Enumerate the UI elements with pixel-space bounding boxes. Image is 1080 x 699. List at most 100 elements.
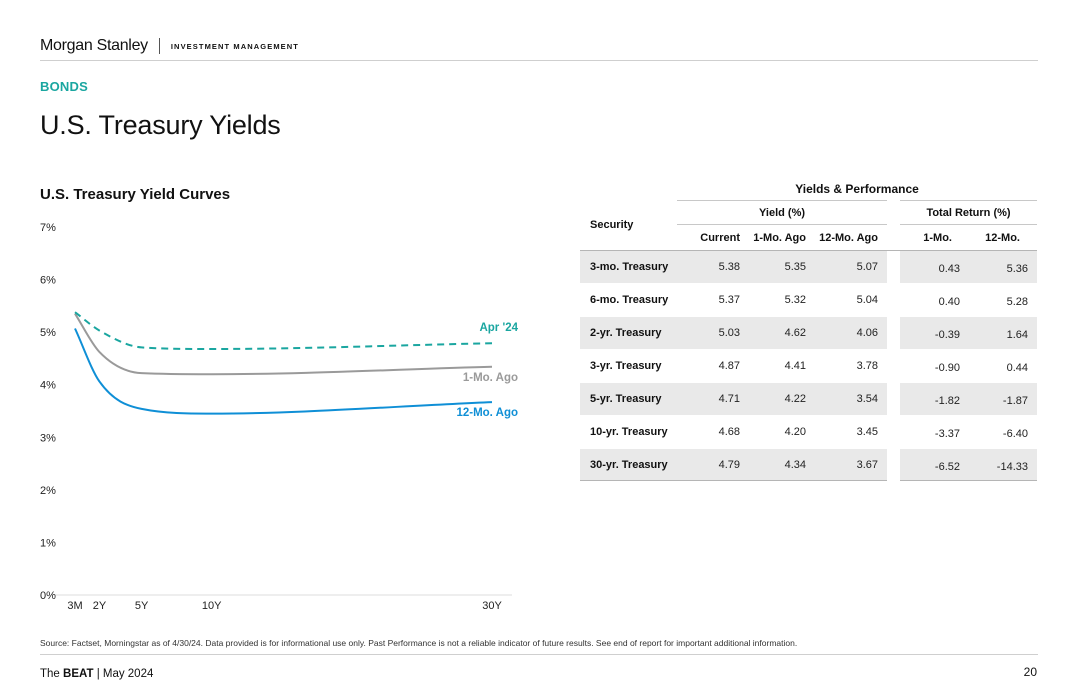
cell-ret-1mo: -6.52 [934,461,960,473]
yield-curve-chart: 0% 1% 2% 3% 4% 5% 6% 7% 3M 2Y 5Y 10Y 30Y Apr '24 1-Mo.… [40,222,519,612]
table-bottom-rule [580,480,887,481]
table-rule [900,200,1037,201]
row-security-name: 30-yr. Treasury [590,459,668,471]
table-rule [677,224,887,225]
cell-ret-12mo: 5.36 [1006,263,1028,275]
cell-12mo-ago: 3.67 [856,459,878,471]
table-bottom-rule [900,480,1037,481]
cell-12mo-ago: 5.07 [856,261,878,273]
header: Morgan Stanley INVESTMENT MANAGEMENT [40,37,299,55]
cell-12mo-ago: 3.54 [856,393,878,405]
cell-ret-1mo: -0.90 [934,362,960,374]
cell-ret-12mo: 1.64 [1006,329,1028,341]
return-group-header: Total Return (%) [926,207,1011,219]
y-tick-label: 1% [40,537,56,549]
cell-ret-1mo: -0.39 [934,329,960,341]
cell-1mo-ago: 4.22 [784,393,806,405]
row-shade [900,317,1037,349]
cell-current: 4.71 [718,393,740,405]
row-security-name: 3-mo. Treasury [590,261,669,273]
cell-ret-12mo: -6.40 [1002,428,1028,440]
cell-ret-1mo: 0.40 [938,296,960,308]
header-divider [158,38,160,54]
row-security-name: 3-yr. Treasury [590,360,662,372]
cell-current: 5.03 [718,327,740,339]
cell-1mo-ago: 5.35 [784,261,806,273]
row-security-name: 10-yr. Treasury [590,426,668,438]
cell-current: 4.79 [718,459,740,471]
series-label-1mo-ago: 1-Mo. Ago [463,372,518,384]
row-security-name: 6-mo. Treasury [590,294,669,306]
table-header-rule [580,250,1037,251]
x-tick-label: 3M [67,600,82,612]
cell-12mo-ago: 3.78 [856,360,878,372]
cell-current: 5.38 [718,261,740,273]
y-tick-label: 6% [40,275,56,287]
y-tick-label: 4% [40,380,56,392]
y-tick-label: 0% [40,590,56,602]
page-number: 20 [1023,665,1037,679]
security-header: Security [590,219,634,231]
col-header-ret-12mo: 12-Mo. [985,232,1020,244]
cell-ret-1mo: -3.37 [934,428,960,440]
y-tick-label: 5% [40,327,56,339]
morgan-stanley-logo: Morgan Stanley [40,37,148,54]
footer-issue: | May 2024 [96,668,154,680]
chart-title: U.S. Treasury Yield Curves [40,186,231,203]
source-note: Source: Factset, Morningstar as of 4/30/… [40,638,798,648]
col-header-12mo-ago: 12-Mo. Ago [819,232,878,244]
cell-12mo-ago: 5.04 [856,294,878,306]
yield-group-header: Yield (%) [758,207,806,219]
cell-ret-12mo: 0.44 [1006,362,1028,374]
cell-current: 4.68 [718,426,740,438]
col-header-ret-1mo: 1-Mo. [923,232,952,244]
row-security-name: 5-yr. Treasury [590,393,662,405]
footer-brand: BEAT [63,668,94,680]
y-tick-label: 2% [40,485,56,497]
series-label-12mo-ago: 12-Mo. Ago [456,407,518,419]
cell-current: 5.37 [718,294,740,306]
table-rule [677,200,887,201]
x-tick-label: 2Y [93,600,107,612]
cell-ret-12mo: -14.33 [996,461,1028,473]
series-label-apr-24: Apr '24 [479,322,518,334]
y-tick-label: 3% [40,432,56,444]
footer-brand-prefix: The [40,668,60,680]
table-title: Yields & Performance [795,182,919,196]
x-tick-label: 30Y [482,600,502,612]
cell-1mo-ago: 5.32 [784,294,806,306]
top-rule [40,60,1038,61]
row-shade [580,251,887,283]
cell-ret-12mo: -1.87 [1002,395,1028,407]
row-shade [900,383,1037,415]
table-rule [900,224,1037,225]
cell-ret-1mo: 0.43 [938,263,960,275]
cell-1mo-ago: 4.34 [784,459,806,471]
cell-ret-12mo: 5.28 [1006,296,1028,308]
section-kicker: BONDS [40,79,88,94]
col-header-1mo-ago: 1-Mo. Ago [753,232,806,244]
page-title: U.S. Treasury Yields [40,110,281,140]
x-tick-label: 10Y [202,600,222,612]
x-tick-label: 5Y [135,600,149,612]
footer: The BEAT | May 2024 [40,668,153,680]
cell-12mo-ago: 4.06 [856,327,878,339]
cell-1mo-ago: 4.41 [784,360,806,372]
cell-ret-1mo: -1.82 [934,395,960,407]
cell-12mo-ago: 3.45 [856,426,878,438]
y-tick-label: 7% [40,222,56,234]
row-shade [580,383,887,415]
cell-1mo-ago: 4.20 [784,426,806,438]
division-name: INVESTMENT MANAGEMENT [170,41,299,51]
series-line-apr-24 [74,311,493,351]
row-shade [580,317,887,349]
cell-1mo-ago: 4.62 [784,327,806,339]
bottom-rule [40,654,1038,655]
row-security-name: 2-yr. Treasury [590,327,662,339]
series-line-12mo-ago [74,328,493,415]
col-header-current: Current [700,232,740,244]
row-shade [580,449,887,481]
row-shade [900,251,1037,283]
cell-current: 4.87 [718,360,740,372]
series-line-1mo-ago [74,313,493,376]
